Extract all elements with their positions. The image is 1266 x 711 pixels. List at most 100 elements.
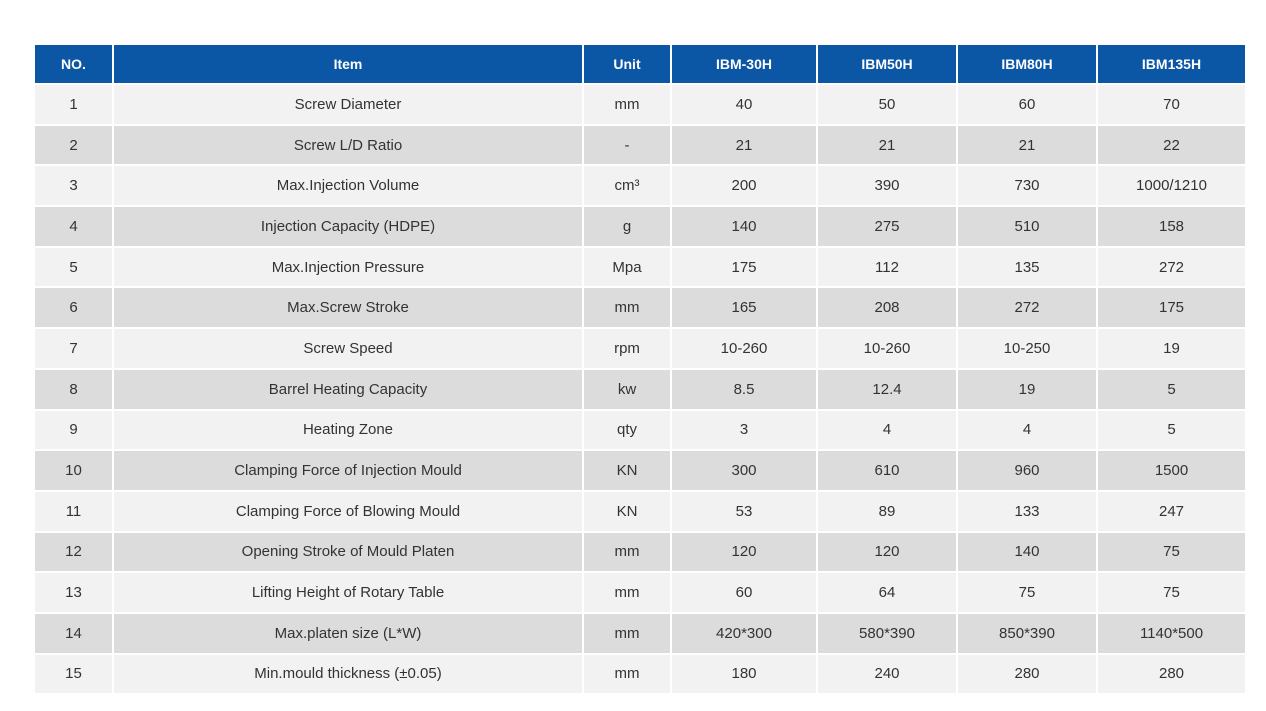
cell-no: 6: [35, 287, 114, 330]
cell-item: Screw Diameter: [113, 84, 584, 126]
table-row: 11 Clamping Force of Blowing Mould KN 53 89 1…: [35, 490, 1245, 533]
cell-item: Min.mould thickness (±0.05): [113, 653, 584, 694]
cell-no: 7: [35, 328, 114, 370]
cell-ibm-30h: 165: [671, 287, 818, 330]
header-ibm80h: IBM80H: [957, 45, 1098, 85]
cell-ibm80h: 140: [957, 531, 1098, 574]
cell-ibm135h: 22: [1097, 124, 1245, 167]
cell-ibm50h: 240: [817, 653, 958, 694]
cell-no: 11: [35, 490, 114, 533]
cell-ibm135h: 5: [1097, 409, 1245, 452]
cell-ibm135h: 272: [1097, 246, 1245, 289]
cell-ibm135h: 1140*500: [1097, 612, 1245, 655]
cell-ibm80h: 19: [957, 368, 1098, 411]
cell-ibm80h: 133: [957, 490, 1098, 533]
cell-unit: mm: [583, 653, 672, 694]
cell-item: Max.Screw Stroke: [113, 287, 584, 330]
cell-item: Injection Capacity (HDPE): [113, 206, 584, 248]
cell-unit: mm: [583, 287, 672, 330]
cell-unit: mm: [583, 84, 672, 126]
cell-ibm50h: 89: [817, 490, 958, 533]
cell-item: Max.Injection Volume: [113, 165, 584, 208]
cell-ibm80h: 850*390: [957, 612, 1098, 655]
cell-item: Lifting Height of Rotary Table: [113, 572, 584, 614]
cell-ibm50h: 275: [817, 206, 958, 248]
cell-ibm-30h: 8.5: [671, 368, 818, 411]
cell-ibm135h: 1000/1210: [1097, 165, 1245, 208]
cell-unit: qty: [583, 409, 672, 452]
cell-ibm50h: 12.4: [817, 368, 958, 411]
cell-ibm80h: 135: [957, 246, 1098, 289]
cell-no: 15: [35, 653, 114, 694]
cell-ibm135h: 175: [1097, 287, 1245, 330]
cell-no: 12: [35, 531, 114, 574]
cell-unit: mm: [583, 612, 672, 655]
cell-ibm-30h: 21: [671, 124, 818, 167]
header-unit: Unit: [583, 45, 672, 85]
table-header: NO. Item Unit IBM-30H IBM50H IBM80H IBM1…: [35, 45, 1245, 85]
cell-ibm-30h: 53: [671, 490, 818, 533]
cell-ibm-30h: 180: [671, 653, 818, 694]
cell-ibm80h: 4: [957, 409, 1098, 452]
cell-no: 14: [35, 612, 114, 655]
cell-ibm80h: 960: [957, 450, 1098, 492]
cell-no: 1: [35, 84, 114, 126]
cell-ibm135h: 247: [1097, 490, 1245, 533]
cell-unit: rpm: [583, 328, 672, 370]
cell-item: Opening Stroke of Mould Platen: [113, 531, 584, 574]
header-row: NO. Item Unit IBM-30H IBM50H IBM80H IBM1…: [35, 45, 1245, 85]
cell-ibm135h: 70: [1097, 84, 1245, 126]
cell-ibm-30h: 200: [671, 165, 818, 208]
cell-ibm50h: 610: [817, 450, 958, 492]
cell-no: 13: [35, 572, 114, 614]
cell-ibm-30h: 175: [671, 246, 818, 289]
cell-unit: Mpa: [583, 246, 672, 289]
cell-ibm50h: 64: [817, 572, 958, 614]
table-row: 3 Max.Injection Volume cm³ 200 390 730 1000/12…: [35, 165, 1245, 208]
table-row: 14 Max.platen size (L*W) mm 420*300 580*390 8…: [35, 612, 1245, 655]
cell-ibm50h: 4: [817, 409, 958, 452]
cell-unit: mm: [583, 531, 672, 574]
cell-unit: kw: [583, 368, 672, 411]
cell-ibm-30h: 420*300: [671, 612, 818, 655]
cell-no: 5: [35, 246, 114, 289]
spec-table: NO. Item Unit IBM-30H IBM50H IBM80H IBM1…: [35, 45, 1245, 694]
cell-ibm50h: 10-260: [817, 328, 958, 370]
cell-ibm135h: 19: [1097, 328, 1245, 370]
cell-item: Max.platen size (L*W): [113, 612, 584, 655]
table-row: 6 Max.Screw Stroke mm 165 208 272 175: [35, 287, 1245, 330]
cell-ibm-30h: 300: [671, 450, 818, 492]
cell-unit: -: [583, 124, 672, 167]
cell-no: 4: [35, 206, 114, 248]
cell-ibm-30h: 140: [671, 206, 818, 248]
cell-item: Clamping Force of Blowing Mould: [113, 490, 584, 533]
table-row: 15 Min.mould thickness (±0.05) mm 180 240 280…: [35, 653, 1245, 694]
cell-item: Clamping Force of Injection Mould: [113, 450, 584, 492]
table-body: 1 Screw Diameter mm 40 50 60 70 2 Screw L/D Rati…: [35, 84, 1245, 694]
cell-ibm50h: 580*390: [817, 612, 958, 655]
header-no: NO.: [35, 45, 114, 85]
table-row: 4 Injection Capacity (HDPE) g 140 275 510 158: [35, 206, 1245, 248]
cell-ibm-30h: 120: [671, 531, 818, 574]
cell-ibm135h: 158: [1097, 206, 1245, 248]
cell-no: 8: [35, 368, 114, 411]
cell-ibm80h: 730: [957, 165, 1098, 208]
table-row: 10 Clamping Force of Injection Mould KN 300…: [35, 450, 1245, 492]
table-row: 13 Lifting Height of Rotary Table mm 60 64 75…: [35, 572, 1245, 614]
table-row: 7 Screw Speed rpm 10-260 10-260 10-250 19: [35, 328, 1245, 370]
cell-item: Barrel Heating Capacity: [113, 368, 584, 411]
cell-unit: KN: [583, 490, 672, 533]
cell-item: Max.Injection Pressure: [113, 246, 584, 289]
cell-ibm-30h: 40: [671, 84, 818, 126]
cell-ibm50h: 208: [817, 287, 958, 330]
cell-ibm50h: 50: [817, 84, 958, 126]
cell-item: Screw Speed: [113, 328, 584, 370]
cell-ibm135h: 1500: [1097, 450, 1245, 492]
table-row: 2 Screw L/D Ratio -21 21 21 22: [35, 124, 1245, 167]
header-ibm50h: IBM50H: [817, 45, 958, 85]
header-item: Item: [113, 45, 584, 85]
cell-no: 2: [35, 124, 114, 167]
cell-ibm135h: 75: [1097, 531, 1245, 574]
table-row: 5 Max.Injection Pressure Mpa 175 112 135 272: [35, 246, 1245, 289]
cell-unit: mm: [583, 572, 672, 614]
